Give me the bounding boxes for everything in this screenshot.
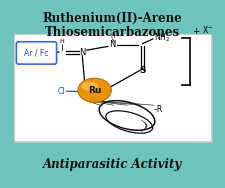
FancyBboxPatch shape: [16, 36, 213, 143]
Text: H: H: [110, 34, 115, 39]
Text: Antiparasitic Activity: Antiparasitic Activity: [43, 158, 182, 171]
Ellipse shape: [81, 81, 98, 91]
FancyBboxPatch shape: [16, 42, 57, 64]
Text: NH$_2$: NH$_2$: [154, 32, 170, 44]
Text: $+$: $+$: [192, 26, 200, 36]
Text: Cl: Cl: [58, 87, 65, 96]
Text: X$^{-}$: X$^{-}$: [202, 24, 213, 35]
Ellipse shape: [78, 78, 111, 102]
Text: Ar / Fc: Ar / Fc: [24, 49, 49, 58]
Text: Thiosemicarbazones: Thiosemicarbazones: [45, 26, 180, 39]
FancyBboxPatch shape: [14, 34, 211, 141]
Text: S: S: [140, 66, 146, 75]
Text: N: N: [79, 48, 86, 57]
Text: Ru: Ru: [88, 86, 101, 95]
Text: Ruthenium(II)-Arene: Ruthenium(II)-Arene: [43, 12, 182, 25]
Text: –R: –R: [154, 105, 163, 114]
Text: H: H: [60, 39, 65, 44]
Text: N: N: [109, 40, 116, 49]
